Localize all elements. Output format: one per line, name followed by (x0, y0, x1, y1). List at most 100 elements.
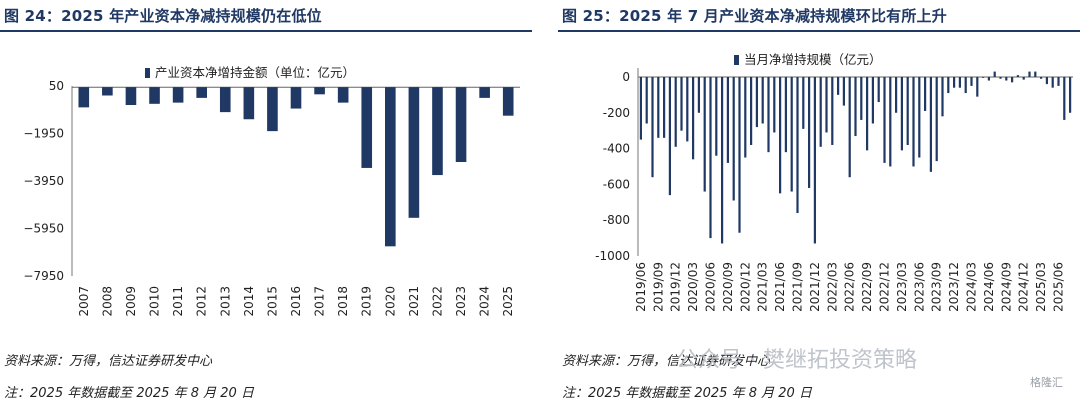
bar (738, 76, 741, 233)
x-tick-label: 2009 (124, 286, 138, 317)
bar (993, 71, 996, 77)
bar (981, 76, 985, 78)
bar (668, 76, 672, 196)
bar (680, 76, 683, 131)
bar (999, 76, 1002, 79)
bar (1016, 75, 1020, 77)
bar (1028, 71, 1031, 77)
x-tick-label: 2024 (478, 286, 492, 317)
bar (267, 87, 278, 132)
y-tick-label: 50 (49, 79, 64, 93)
bar (796, 76, 799, 214)
x-tick-label: 2023/06 (912, 262, 926, 312)
bar (639, 76, 643, 140)
date-note: 注：2025 年数据截至 2025 年 8 月 20 日 (4, 386, 254, 401)
bar (645, 76, 648, 124)
legend-label: 产业资本净增持金额（单位：亿元） (155, 65, 355, 80)
date-note: 注：2025 年数据截至 2025 年 8 月 20 日 (562, 386, 812, 401)
bar (778, 76, 782, 194)
x-tick-label: 2024/09 (999, 262, 1013, 312)
legend-swatch (145, 68, 150, 78)
bar (935, 76, 938, 162)
bar (1034, 71, 1037, 77)
bar (1005, 76, 1008, 81)
x-tick-label: 2019/12 (669, 262, 683, 312)
bar (432, 87, 443, 176)
x-tick-label: 2022/03 (825, 262, 839, 312)
bar (1051, 76, 1054, 88)
bar (906, 76, 909, 145)
bar (1057, 76, 1060, 86)
bar (807, 76, 811, 188)
x-tick-label: 2014 (242, 286, 256, 317)
x-tick-label: 2022 (430, 286, 444, 317)
watermark-account: 公众号 · 樊继拓投资策略 (676, 348, 917, 373)
bar (196, 87, 207, 98)
bar (361, 87, 373, 168)
y-tick-label: −7950 (23, 269, 64, 283)
bar (691, 76, 695, 160)
bar (831, 76, 834, 145)
bar (784, 76, 788, 153)
bar (1068, 76, 1072, 113)
chart-panel-left: 图 24：2025 年产业资本净减持规模仍在低位 产业资本净增持金额（单位：亿元… (0, 0, 532, 401)
x-tick-label: 2020/03 (686, 262, 700, 312)
bar (697, 76, 701, 113)
bar (1022, 76, 1025, 80)
title-underline (0, 30, 532, 32)
bar (889, 76, 892, 167)
x-tick-label: 2020/06 (704, 262, 718, 312)
x-tick-label: 2024/12 (1017, 262, 1031, 312)
x-tick-label: 2019/06 (634, 262, 648, 312)
bar (813, 76, 817, 244)
x-tick-label: 2025 (501, 286, 515, 317)
x-tick-label: 2021/12 (808, 262, 822, 312)
bar (761, 76, 764, 124)
bar (709, 76, 712, 239)
bar (715, 76, 718, 156)
x-tick-label: 2021/09 (791, 262, 805, 312)
x-tick-label: 2024/03 (965, 262, 979, 312)
bar (842, 76, 846, 106)
bar (479, 87, 490, 98)
bar (929, 76, 933, 172)
bar (657, 76, 660, 138)
x-tick-label: 2021/03 (756, 262, 770, 312)
y-tick-label: -400 (603, 142, 630, 156)
bar (877, 76, 880, 103)
x-tick-label: 2021 (407, 286, 421, 317)
bar (976, 76, 979, 97)
legend-label: 当月净增持规模（亿元） (744, 52, 882, 67)
x-tick-label: 2023/09 (930, 262, 944, 312)
x-tick-label: 2010 (148, 286, 162, 317)
bar (970, 76, 973, 86)
figure-title: 图 24：2025 年产业资本净减持规模仍在低位 (4, 7, 322, 25)
x-tick-label: 2023/03 (895, 262, 909, 312)
x-tick-label: 2022/12 (878, 262, 892, 312)
x-tick-label: 2020 (383, 286, 397, 317)
bar (314, 87, 325, 95)
bar (941, 76, 944, 117)
x-tick-label: 2017 (313, 286, 327, 317)
x-tick-label: 2015 (265, 286, 279, 317)
bar (987, 76, 991, 81)
bar (918, 76, 921, 158)
bar (900, 76, 904, 151)
bar (964, 76, 967, 94)
source-note: 资料来源：万得，信达证券研发中心 (562, 354, 771, 369)
x-tick-label: 2011 (171, 286, 185, 317)
bar (767, 76, 770, 153)
x-tick-label: 2024/06 (982, 262, 996, 312)
bar (749, 76, 753, 145)
y-tick-label: 0 (622, 70, 630, 84)
x-tick-label: 2023 (454, 286, 468, 317)
bar (912, 76, 915, 167)
bar (790, 76, 793, 192)
x-tick-label: 2008 (100, 286, 114, 317)
bar (726, 76, 730, 163)
bar (243, 87, 255, 120)
x-tick-label: 2016 (289, 286, 303, 317)
bar (125, 87, 137, 105)
monthly-net-increase-chart: 当月净增持规模（亿元） 0 -200 -400 -600 -800 -1000 2019/06… (595, 52, 1073, 312)
chart-panel-right: 图 25：2025 年 7 月产业资本净减持规模环比有所上升 当月净增持规模（亿… (558, 0, 1080, 401)
